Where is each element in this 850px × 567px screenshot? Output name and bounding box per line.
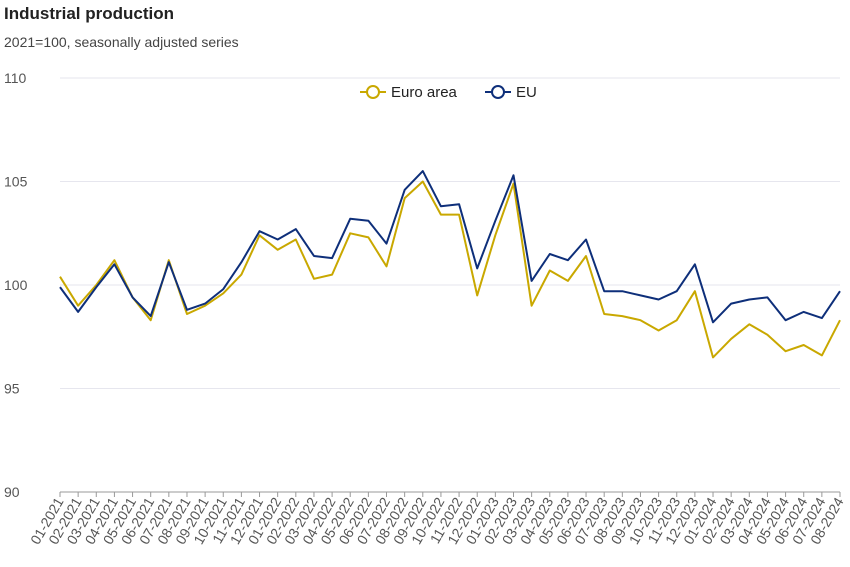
- y-tick-label: 110: [4, 70, 27, 86]
- legend: Euro area EU: [360, 84, 537, 101]
- x-axis: 01-202102-202103-202104-202105-202106-20…: [27, 491, 847, 547]
- legend-label[interactable]: Euro area: [391, 84, 458, 101]
- legend-label[interactable]: EU: [516, 84, 537, 101]
- chart-subtitle: 2021=100, seasonally adjusted series: [4, 34, 239, 50]
- legend-marker: [366, 85, 380, 99]
- y-tick-label: 105: [4, 174, 28, 190]
- series-line-eu[interactable]: [59, 170, 841, 324]
- legend-marker: [491, 85, 505, 99]
- y-tick-label: 90: [4, 484, 20, 500]
- y-tick-label: 100: [4, 277, 28, 293]
- chart-title: Industrial production: [4, 4, 174, 23]
- y-tick-label: 95: [4, 381, 20, 397]
- series-line-euro-area[interactable]: [59, 180, 841, 359]
- series-lines: [59, 170, 841, 359]
- y-axis: 90 95 100 105 110: [4, 70, 28, 500]
